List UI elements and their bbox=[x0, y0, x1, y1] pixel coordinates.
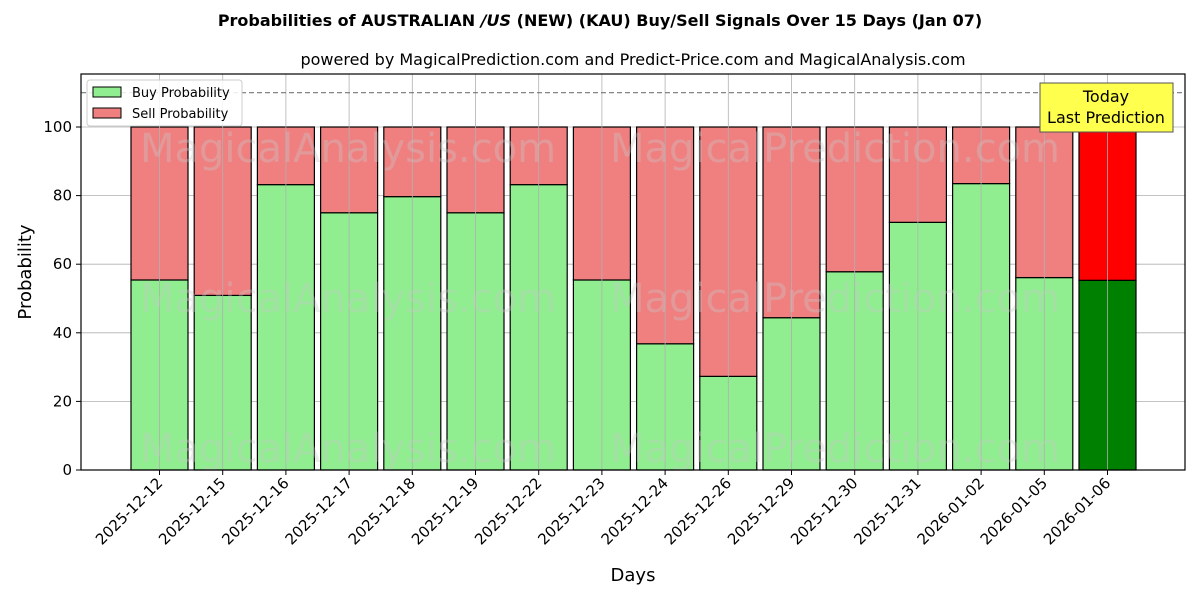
bars bbox=[130, 74, 1137, 471]
x-tick-label: 2025-12-24 bbox=[598, 474, 672, 548]
y-tick-label: 20 bbox=[53, 392, 72, 410]
today-annotation: Today Last Prediction bbox=[1039, 82, 1174, 133]
y-tick-label: 0 bbox=[62, 461, 72, 479]
legend-swatch-buy bbox=[92, 86, 122, 98]
chart-title: Probabilities of AUSTRALIAN /US (NEW) (K… bbox=[217, 11, 983, 30]
watermark-text: MagicalPrediction.com bbox=[610, 276, 1060, 322]
y-tick-label: 100 bbox=[43, 118, 72, 136]
x-axis-label: Days bbox=[611, 565, 656, 586]
y-tick-label: 40 bbox=[53, 324, 72, 342]
x-tick-label: 2025-12-12 bbox=[92, 474, 166, 548]
watermark-text: MagicalAnalysis.com bbox=[140, 426, 556, 472]
watermarks: MagicalAnalysis.com MagicalPrediction.com… bbox=[140, 126, 1060, 472]
x-tick-label: 2026-01-06 bbox=[1040, 474, 1114, 548]
legend-label-sell: Sell Probability bbox=[132, 107, 229, 122]
annotation-line1: Today bbox=[1082, 87, 1129, 106]
x-tick-label: 2025-12-23 bbox=[534, 474, 608, 548]
x-axis: 2025-12-122025-12-152025-12-162025-12-17… bbox=[92, 470, 1114, 548]
y-axis: 0 20 40 60 80 100 bbox=[43, 118, 81, 479]
x-tick-label: 2025-12-31 bbox=[850, 474, 924, 548]
legend-swatch-sell bbox=[92, 107, 122, 119]
legend-label-buy: Buy Probability bbox=[132, 86, 230, 101]
watermark-text: MagicalPrediction.com bbox=[610, 126, 1060, 172]
x-tick-label: 2025-12-17 bbox=[282, 474, 356, 548]
y-axis-label: Probability bbox=[15, 224, 36, 319]
annotation-box bbox=[1039, 82, 1174, 133]
chart-subtitle: powered by MagicalPrediction.com and Pre… bbox=[300, 50, 966, 69]
x-tick-label: 2025-12-18 bbox=[345, 474, 419, 548]
legend: Buy Probability Sell Probability bbox=[86, 79, 243, 127]
watermark-text: MagicalAnalysis.com bbox=[140, 276, 556, 322]
legend-box bbox=[86, 79, 243, 127]
annotation-line2: Last Prediction bbox=[1047, 108, 1165, 127]
plot-frame bbox=[80, 73, 1186, 471]
x-tick-label: 2026-01-05 bbox=[977, 474, 1051, 548]
x-tick-label: 2025-12-19 bbox=[408, 474, 482, 548]
x-tick-label: 2026-01-02 bbox=[914, 474, 988, 548]
y-tick-label: 60 bbox=[53, 255, 72, 273]
x-tick-label: 2025-12-16 bbox=[218, 474, 292, 548]
x-tick-label: 2025-12-29 bbox=[724, 474, 798, 548]
x-tick-label: 2025-12-15 bbox=[155, 474, 229, 548]
watermark-text: MagicalPrediction.com bbox=[610, 426, 1060, 472]
watermark-text: MagicalAnalysis.com bbox=[140, 126, 556, 172]
x-tick-label: 2025-12-22 bbox=[471, 474, 545, 548]
x-tick-label: 2025-12-26 bbox=[661, 474, 735, 548]
x-tick-label: 2025-12-30 bbox=[787, 474, 861, 548]
y-tick-label: 80 bbox=[53, 187, 72, 205]
